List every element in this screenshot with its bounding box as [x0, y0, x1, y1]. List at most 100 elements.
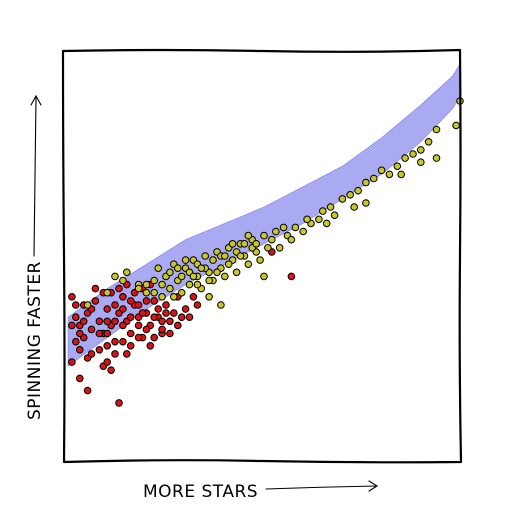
data-point — [138, 309, 147, 317]
data-point — [177, 272, 186, 281]
data-point — [330, 211, 339, 219]
data-point — [166, 317, 174, 326]
series-2 — [83, 97, 464, 309]
data-point — [126, 342, 135, 350]
data-point — [134, 321, 143, 330]
data-point — [193, 280, 202, 289]
data-point — [268, 235, 276, 244]
y-axis-label: SPINNING FASTER — [25, 261, 45, 420]
data-point — [350, 203, 359, 211]
data-point — [181, 256, 190, 264]
data-point — [299, 227, 308, 236]
data-point — [91, 284, 100, 293]
data-point — [213, 268, 221, 277]
x-axis-arrow — [265, 480, 379, 492]
data-point — [103, 342, 111, 350]
data-point — [303, 215, 311, 224]
data-point — [417, 146, 425, 154]
y-axis-arrow — [30, 94, 42, 257]
data-point — [95, 346, 104, 354]
data-point — [158, 293, 166, 301]
data-point — [240, 240, 249, 248]
data-point — [260, 272, 268, 281]
data-point — [111, 337, 119, 346]
data-point — [146, 342, 155, 350]
data-point — [103, 317, 111, 326]
data-point — [409, 150, 417, 158]
data-point — [154, 305, 162, 313]
data-point — [377, 166, 386, 175]
data-point — [126, 297, 135, 305]
data-point — [244, 231, 253, 240]
data-point — [72, 301, 80, 309]
data-point — [150, 333, 158, 342]
data-point — [228, 240, 237, 248]
data-point — [91, 297, 100, 305]
data-point — [119, 276, 127, 285]
points-layer — [68, 97, 464, 407]
data-point — [385, 170, 394, 179]
data-point — [177, 288, 186, 297]
data-point — [319, 207, 327, 215]
data-point — [134, 284, 143, 293]
data-point — [197, 264, 206, 273]
data-point — [111, 272, 119, 281]
data-point — [174, 264, 182, 273]
data-point — [95, 329, 104, 338]
data-point — [87, 325, 96, 334]
data-point — [221, 272, 229, 281]
data-point — [111, 317, 119, 326]
data-point — [232, 268, 241, 277]
data-point — [119, 305, 127, 313]
data-point — [162, 309, 170, 317]
data-point — [287, 272, 296, 281]
data-point — [119, 293, 127, 301]
data-point — [68, 293, 76, 301]
data-point — [224, 260, 233, 269]
x-axis-label: MORE STARS — [143, 482, 258, 502]
data-point — [221, 252, 229, 260]
data-point — [272, 227, 280, 236]
data-point — [166, 268, 174, 277]
data-point — [315, 215, 323, 224]
data-point — [424, 138, 433, 146]
data-point — [150, 313, 158, 322]
data-point — [103, 288, 111, 297]
data-point — [393, 162, 402, 170]
data-point — [150, 276, 158, 285]
data-point — [275, 244, 284, 252]
data-point — [83, 301, 92, 309]
data-point — [432, 154, 441, 162]
data-point — [287, 235, 296, 244]
data-point — [401, 154, 409, 162]
data-point — [142, 288, 151, 297]
data-point — [111, 301, 119, 309]
data-point — [134, 301, 143, 309]
data-point — [217, 301, 225, 309]
data-point — [123, 268, 131, 277]
data-point — [170, 309, 178, 317]
data-point — [354, 186, 362, 195]
data-point — [370, 174, 378, 183]
data-point — [126, 329, 135, 338]
data-point — [236, 252, 245, 260]
data-point — [338, 195, 347, 203]
data-point — [279, 223, 288, 232]
data-point — [189, 293, 198, 301]
data-point — [158, 280, 166, 289]
data-point — [432, 125, 441, 134]
data-point — [119, 337, 127, 346]
data-point — [68, 321, 76, 330]
data-point — [142, 297, 151, 305]
data-point — [68, 358, 76, 366]
data-point — [103, 329, 111, 338]
data-point — [362, 178, 370, 187]
data-point — [201, 252, 209, 260]
data-point — [209, 256, 217, 264]
plot-frame — [61, 48, 463, 464]
data-point — [142, 280, 151, 289]
data-point — [115, 399, 123, 407]
data-point — [76, 329, 84, 338]
data-point — [205, 276, 213, 285]
data-point — [126, 313, 135, 322]
